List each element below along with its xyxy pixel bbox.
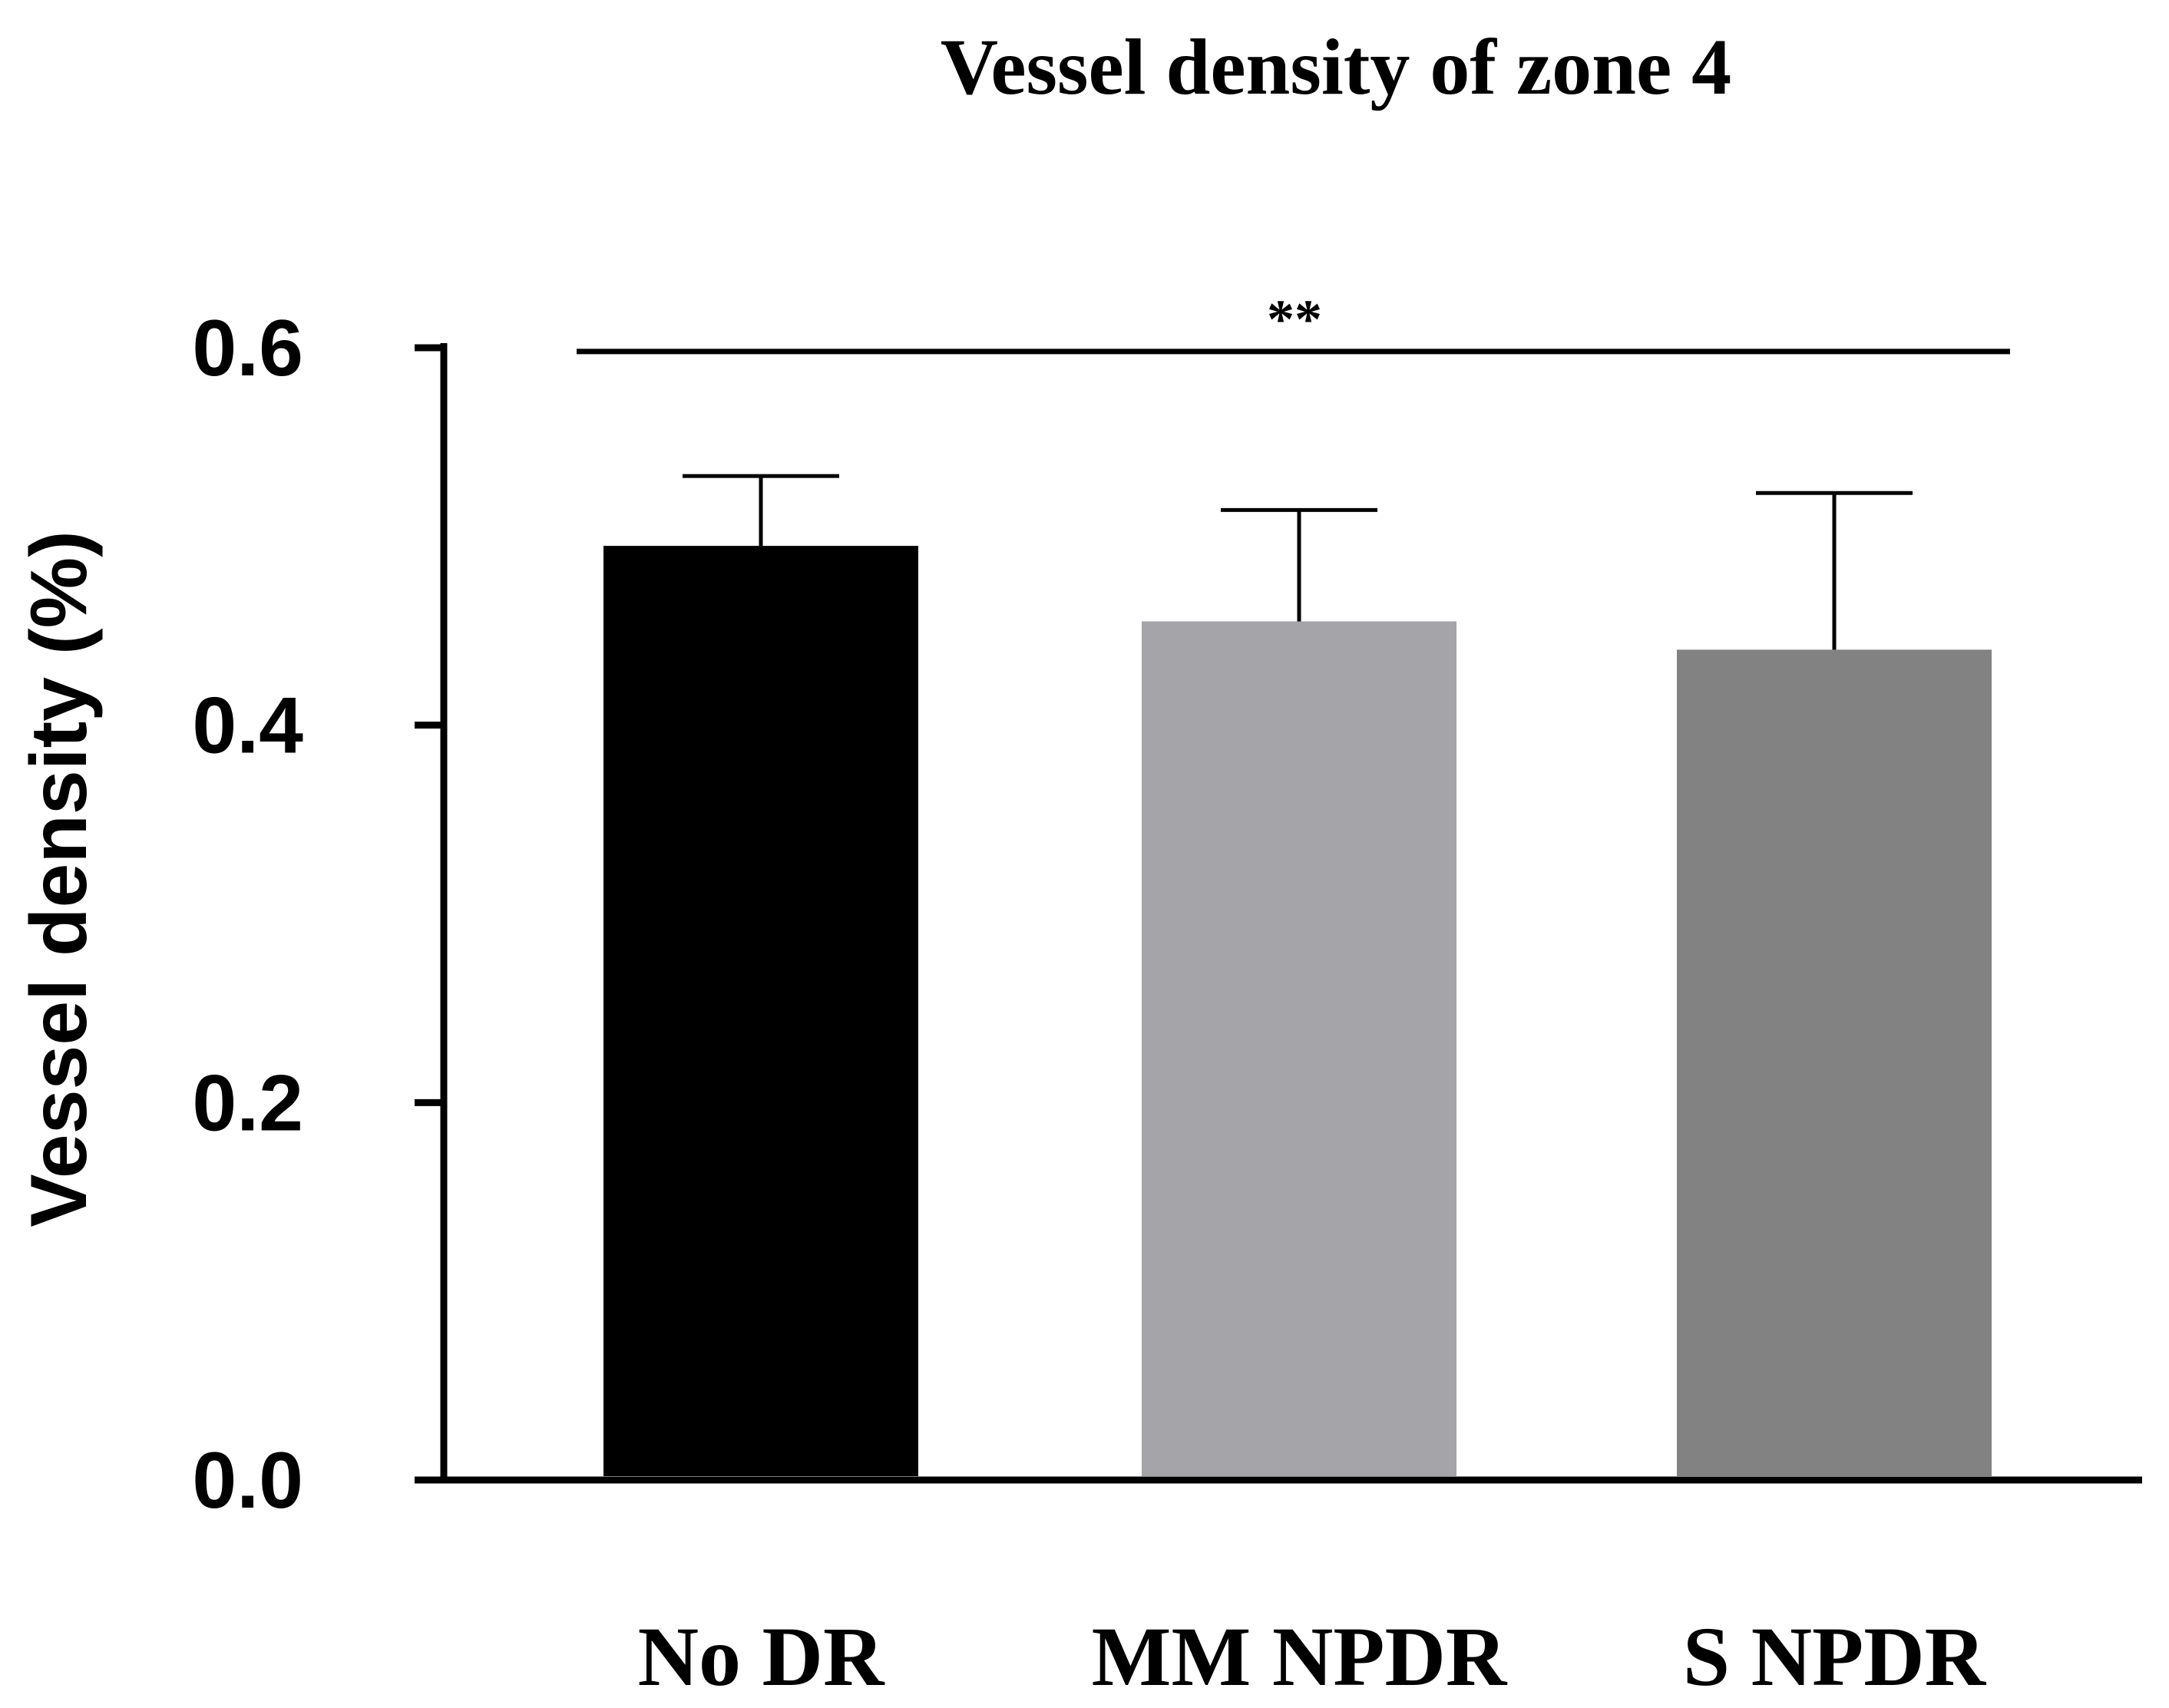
- y-tick-label: 0.6: [192, 304, 303, 393]
- x-tick-label: No DR: [638, 1610, 885, 1703]
- x-tick-labels: No DR MM NPDR S NPDR: [638, 1610, 1987, 1703]
- significance-label: **: [1267, 289, 1322, 350]
- bars: [603, 546, 1992, 1477]
- axes: [440, 343, 2142, 1484]
- bar-no-dr: [603, 546, 918, 1476]
- chart-title: Vessel density of zone 4: [941, 23, 1731, 111]
- bar-mm-npdr: [1142, 621, 1456, 1477]
- bar-s-npdr: [1677, 649, 1992, 1477]
- y-tick-label: 0.4: [192, 682, 303, 771]
- x-tick-label: S NPDR: [1683, 1610, 1987, 1703]
- significance: **: [577, 289, 2010, 355]
- y-ticks: 0.0 0.2 0.4 0.6: [192, 304, 444, 1525]
- x-tick-label: MM NPDR: [1092, 1610, 1508, 1703]
- y-tick-label: 0.0: [192, 1436, 303, 1525]
- error-bars: [683, 474, 1913, 650]
- y-axis-label: Vessel density (%): [15, 530, 104, 1227]
- y-tick-label: 0.2: [192, 1059, 303, 1148]
